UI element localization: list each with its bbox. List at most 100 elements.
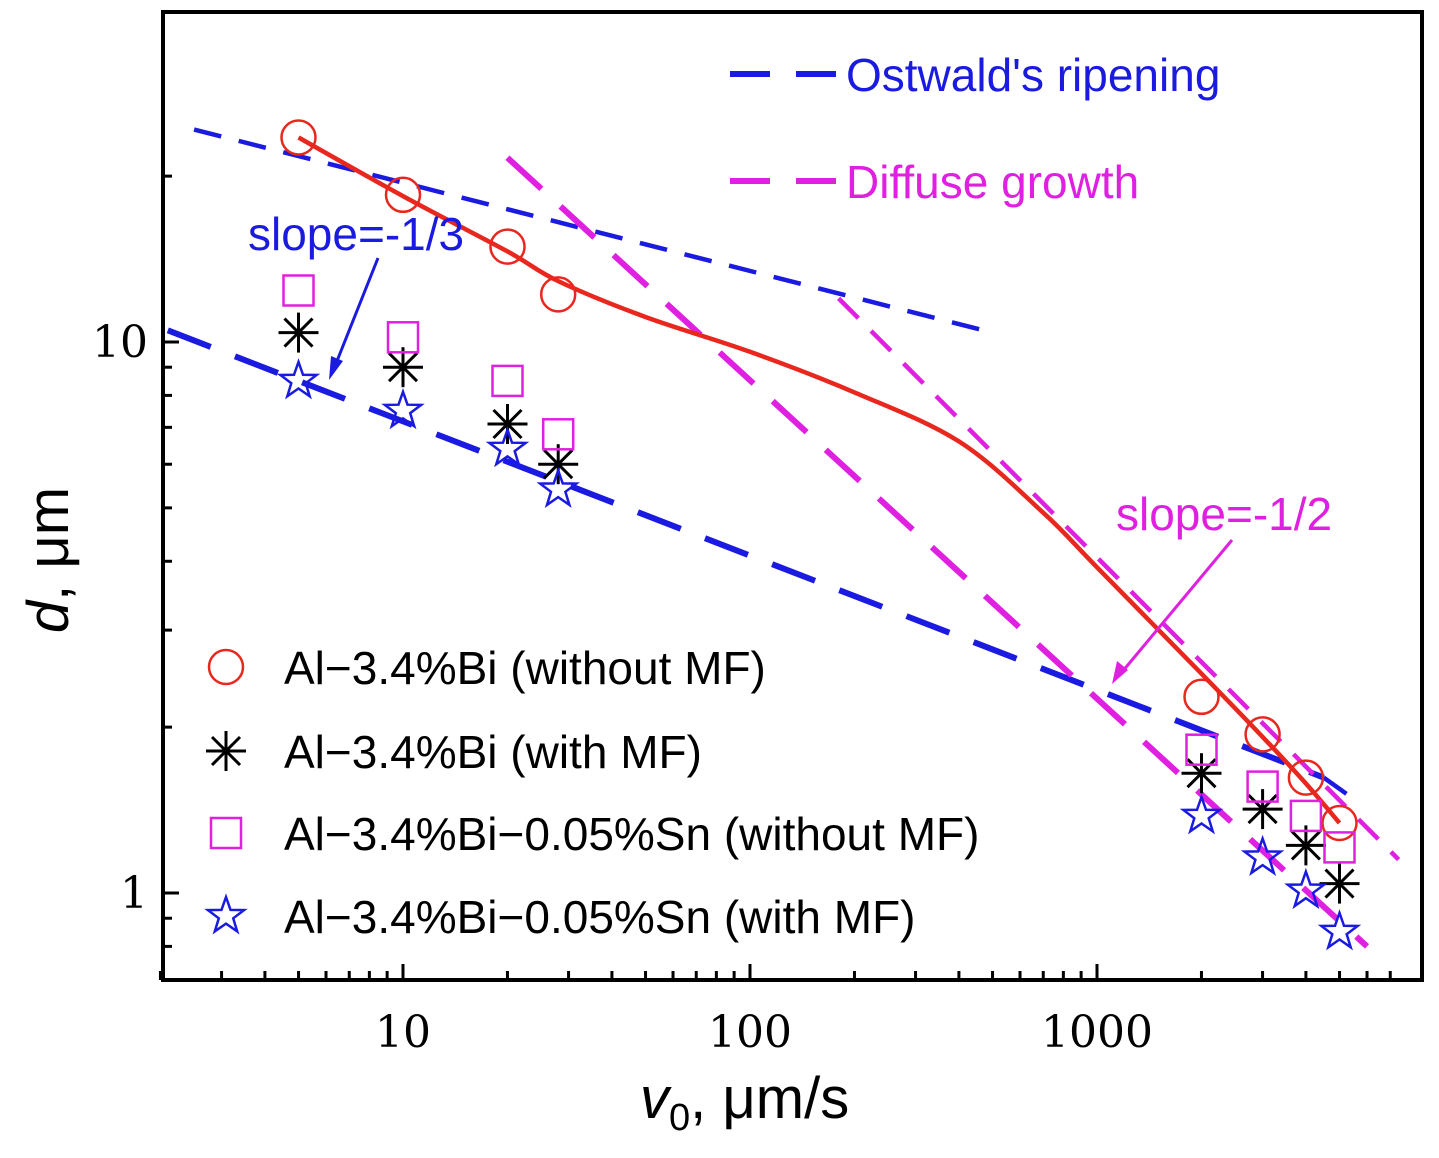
legend-marker-circle <box>207 648 245 686</box>
reference-line-diffuse-left <box>505 155 1370 949</box>
data-point-square <box>1323 831 1356 864</box>
square-shape <box>1185 733 1218 766</box>
square-shape <box>541 418 575 451</box>
square-shape <box>209 816 243 850</box>
asterisk-stroke <box>1324 868 1355 899</box>
asterisk-stroke <box>387 352 419 383</box>
circle-shape <box>384 176 422 214</box>
reference-line-ostwald-tail <box>1322 775 1356 802</box>
axis-ticks: 10 100 1000 10 1 <box>92 174 1392 1058</box>
legend-diffuse-label: Diffuse growth <box>846 156 1139 208</box>
circle-shape <box>207 648 245 686</box>
annotation-slope-half: slope=-1/2 <box>1112 488 1332 684</box>
data-point-circle <box>1287 759 1325 796</box>
square-shape <box>1289 799 1323 833</box>
data-point-asterisk <box>278 312 319 353</box>
reference-lines <box>166 127 1401 949</box>
circle-shape <box>1244 716 1281 753</box>
annotation-slope-half-text: slope=-1/2 <box>1116 488 1332 540</box>
fit-curve-layer <box>297 135 1342 825</box>
legend-ostwald-label: Ostwald's ripening <box>846 49 1220 101</box>
circle-shape <box>1321 804 1358 842</box>
star-shape <box>276 358 321 400</box>
legend-label-series-4: Al−3.4%Bi−0.05%Sn (with MF) <box>284 891 916 943</box>
data-point-circle <box>539 276 577 313</box>
annotation-slope-third-arrow <box>333 257 380 367</box>
data-point-square <box>386 321 420 354</box>
data-point-square <box>1185 733 1218 766</box>
data-point-circle <box>280 119 317 156</box>
legend-marker-star <box>204 893 248 935</box>
top-legend: Ostwald's ripening Diffuse growth <box>730 49 1220 208</box>
square-shape <box>386 321 420 354</box>
data-point-asterisk <box>538 444 579 485</box>
x-axis-title: v0, μm/s <box>640 1066 849 1139</box>
series-2-asterisk-markers <box>278 312 1360 904</box>
asterisk-stroke <box>210 735 242 767</box>
square-shape <box>1323 831 1356 864</box>
circle-shape <box>1287 759 1325 796</box>
data-point-asterisk <box>487 404 528 444</box>
annotation-slope-half-arrow <box>1120 539 1234 673</box>
data-point-asterisk <box>1285 825 1326 866</box>
reference-line-diffuse-right <box>836 296 1401 862</box>
circle-shape <box>1183 678 1220 716</box>
data-point-circle <box>1183 678 1220 716</box>
asterisk-stroke <box>283 317 314 348</box>
data-markers <box>276 119 1362 951</box>
square-shape <box>491 364 524 398</box>
data-point-star <box>1284 867 1328 910</box>
legend-marker-asterisk <box>206 731 246 771</box>
y-tick-label: 10 <box>92 317 148 368</box>
series-4-star-markers <box>276 358 1362 951</box>
data-point-star <box>1240 834 1285 876</box>
asterisk-stroke <box>492 408 523 440</box>
x-tick-label: 100 <box>708 1007 792 1058</box>
x-tick-label: 10 <box>375 1007 431 1058</box>
y-tick-label: 1 <box>120 868 148 919</box>
square-shape <box>282 274 315 307</box>
data-point-asterisk <box>1242 789 1283 830</box>
series-legend: Al−3.4%Bi (without MF) Al−3.4%Bi (with M… <box>204 642 979 943</box>
legend-label-series-1: Al−3.4%Bi (without MF) <box>284 642 766 694</box>
square-shape <box>1246 770 1279 803</box>
data-point-circle <box>1244 716 1281 753</box>
data-point-star <box>485 426 530 468</box>
fit-curve <box>297 135 1342 825</box>
data-point-circle <box>384 176 422 214</box>
asterisk-stroke <box>1290 830 1321 861</box>
data-point-square <box>541 418 575 451</box>
data-point-square <box>1246 770 1279 803</box>
x-tick-label: 1000 <box>1041 1007 1153 1058</box>
series-1-circle-markers <box>280 119 1358 842</box>
star-shape <box>381 388 425 430</box>
circle-shape <box>489 228 526 265</box>
star-shape <box>1240 834 1285 876</box>
star-shape <box>1284 867 1328 910</box>
data-point-star <box>276 358 321 400</box>
legend-marker-square <box>209 816 243 850</box>
legend-label-series-2: Al−3.4%Bi (with MF) <box>284 726 702 778</box>
circle-shape <box>280 119 317 156</box>
asterisk-stroke <box>543 449 574 480</box>
star-shape <box>1317 909 1362 951</box>
star-shape <box>485 426 530 468</box>
y-axis-title: d, μm <box>16 487 81 633</box>
data-point-star <box>1317 909 1362 951</box>
data-point-star <box>536 466 580 508</box>
data-point-square <box>282 274 315 307</box>
data-point-star <box>381 388 425 430</box>
annotation-slope-third: slope=-1/3 <box>248 208 464 380</box>
data-point-square <box>1289 799 1323 833</box>
circle-shape <box>539 276 577 313</box>
data-point-star <box>1179 793 1224 835</box>
data-point-circle <box>489 228 526 265</box>
annotation-slope-third-arrowhead <box>329 356 343 380</box>
plot-frame <box>161 10 1424 982</box>
star-shape <box>1179 793 1224 835</box>
star-shape <box>536 466 580 508</box>
data-point-square <box>491 364 524 398</box>
annotation-slope-half-arrowhead <box>1112 661 1128 684</box>
asterisk-stroke <box>1247 794 1278 825</box>
